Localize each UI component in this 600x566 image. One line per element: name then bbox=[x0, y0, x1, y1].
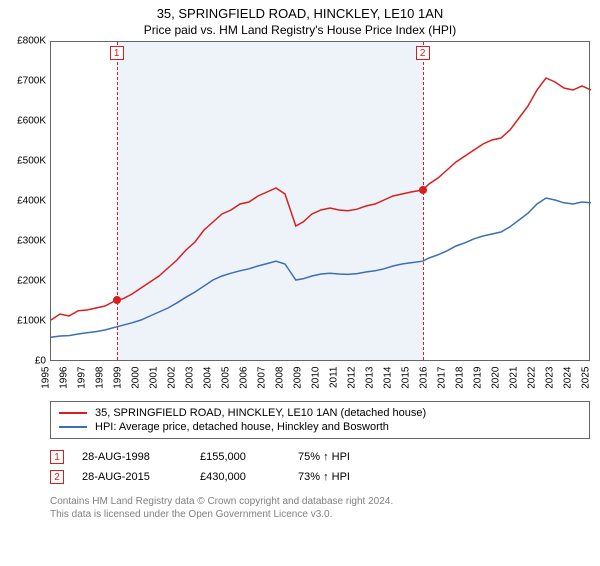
x-tick-label: 2022 bbox=[527, 367, 538, 389]
chart-area: 12£0£100K£200K£300K£400K£500K£600K£700K£… bbox=[50, 41, 590, 361]
marker-vline bbox=[423, 42, 424, 360]
x-tick-label: 1999 bbox=[113, 367, 124, 389]
y-tick-label: £700K bbox=[17, 76, 50, 87]
y-tick-label: £800K bbox=[17, 36, 50, 47]
footer-line: Contains HM Land Registry data © Crown c… bbox=[50, 495, 590, 508]
footer: Contains HM Land Registry data © Crown c… bbox=[50, 495, 590, 521]
x-tick-label: 2025 bbox=[581, 367, 592, 389]
sale-row: 2 28-AUG-2015 £430,000 73% ↑ HPI bbox=[50, 467, 590, 487]
y-tick-label: £200K bbox=[17, 276, 50, 287]
legend: 35, SPRINGFIELD ROAD, HINCKLEY, LE10 1AN… bbox=[50, 401, 590, 439]
sale-delta: 75% ↑ HPI bbox=[298, 451, 350, 463]
y-tick-label: £0 bbox=[35, 356, 50, 367]
x-tick-label: 2021 bbox=[509, 367, 520, 389]
sale-date: 28-AUG-2015 bbox=[82, 471, 182, 483]
x-tick-label: 2003 bbox=[185, 367, 196, 389]
sale-price: £430,000 bbox=[200, 471, 280, 483]
sale-date: 28-AUG-1998 bbox=[82, 451, 182, 463]
x-tick-label: 2015 bbox=[401, 367, 412, 389]
legend-label: HPI: Average price, detached house, Hinc… bbox=[95, 421, 389, 433]
chart-title: 35, SPRINGFIELD ROAD, HINCKLEY, LE10 1AN bbox=[0, 6, 600, 21]
x-tick-label: 2011 bbox=[329, 367, 340, 389]
legend-label: 35, SPRINGFIELD ROAD, HINCKLEY, LE10 1AN… bbox=[95, 407, 426, 419]
footer-line: This data is licensed under the Open Gov… bbox=[50, 508, 590, 521]
x-tick-label: 2016 bbox=[419, 367, 430, 389]
x-tick-label: 2002 bbox=[167, 367, 178, 389]
y-tick-label: £100K bbox=[17, 316, 50, 327]
x-tick-label: 2019 bbox=[473, 367, 484, 389]
series-property bbox=[51, 78, 591, 320]
marker-vline bbox=[117, 42, 118, 360]
marker-dot bbox=[419, 186, 427, 194]
x-tick-label: 2001 bbox=[149, 367, 160, 389]
x-tick-label: 2005 bbox=[221, 367, 232, 389]
x-tick-label: 1998 bbox=[95, 367, 106, 389]
sale-marker: 2 bbox=[50, 470, 64, 484]
legend-item: 35, SPRINGFIELD ROAD, HINCKLEY, LE10 1AN… bbox=[59, 406, 581, 420]
legend-swatch bbox=[59, 412, 87, 414]
x-tick-label: 2009 bbox=[293, 367, 304, 389]
x-tick-label: 2000 bbox=[131, 367, 142, 389]
x-tick-label: 2023 bbox=[545, 367, 556, 389]
legend-item: HPI: Average price, detached house, Hinc… bbox=[59, 420, 581, 434]
marker-label: 1 bbox=[110, 46, 124, 60]
x-tick-label: 1997 bbox=[77, 367, 88, 389]
y-tick-label: £300K bbox=[17, 236, 50, 247]
legend-swatch bbox=[59, 426, 87, 428]
x-tick-label: 2018 bbox=[455, 367, 466, 389]
sale-row: 1 28-AUG-1998 £155,000 75% ↑ HPI bbox=[50, 447, 590, 467]
x-tick-label: 2020 bbox=[491, 367, 502, 389]
y-tick-label: £400K bbox=[17, 196, 50, 207]
marker-dot bbox=[113, 296, 121, 304]
sales-list: 1 28-AUG-1998 £155,000 75% ↑ HPI 2 28-AUG-201… bbox=[50, 447, 590, 487]
sale-delta: 73% ↑ HPI bbox=[298, 471, 350, 483]
x-tick-label: 2012 bbox=[347, 367, 358, 389]
y-tick-label: £600K bbox=[17, 116, 50, 127]
marker-label: 2 bbox=[416, 46, 430, 60]
y-tick-label: £500K bbox=[17, 156, 50, 167]
plot-box: 12 bbox=[50, 41, 590, 361]
sale-price: £155,000 bbox=[200, 451, 280, 463]
x-tick-label: 2017 bbox=[437, 367, 448, 389]
x-tick-label: 2006 bbox=[239, 367, 250, 389]
x-tick-label: 1996 bbox=[59, 367, 70, 389]
x-tick-label: 2007 bbox=[257, 367, 268, 389]
x-tick-label: 2013 bbox=[365, 367, 376, 389]
x-tick-label: 2014 bbox=[383, 367, 394, 389]
sale-marker: 1 bbox=[50, 450, 64, 464]
x-tick-label: 2010 bbox=[311, 367, 322, 389]
series-hpi bbox=[51, 198, 591, 337]
chart-subtitle: Price paid vs. HM Land Registry's House … bbox=[0, 23, 600, 37]
x-tick-label: 2004 bbox=[203, 367, 214, 389]
x-tick-label: 1995 bbox=[41, 367, 52, 389]
x-tick-label: 2024 bbox=[563, 367, 574, 389]
x-tick-label: 2008 bbox=[275, 367, 286, 389]
